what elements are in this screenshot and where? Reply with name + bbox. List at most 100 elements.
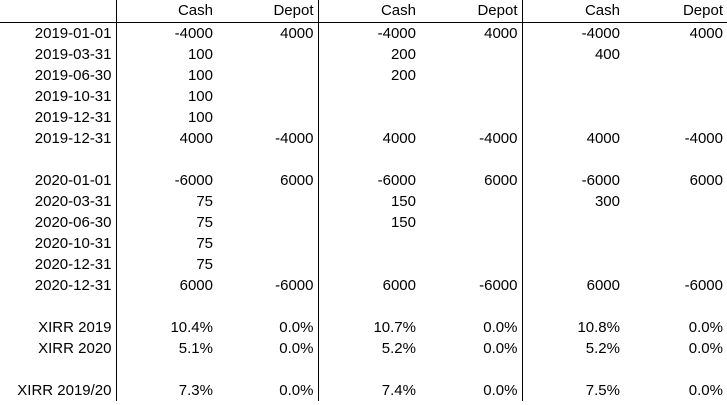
depot-cell[interactable] [624, 212, 727, 233]
header-cell-cash-1[interactable]: Cash [116, 0, 217, 23]
cash-cell[interactable]: 6000 [586, 277, 620, 294]
depot-cell[interactable]: 0.0% [688, 319, 723, 336]
depot-cell[interactable] [217, 191, 319, 212]
row-label-cell[interactable]: 2019-01-01 [0, 22, 117, 44]
depot-cell[interactable] [217, 107, 319, 128]
cash-cell[interactable] [522, 149, 624, 170]
cash-cell[interactable]: 400 [594, 46, 620, 63]
depot-cell[interactable]: 6000 [689, 172, 723, 189]
header-cell-cash-2[interactable]: Cash [318, 0, 420, 23]
header-cell-depot-2[interactable]: Depot [420, 0, 523, 23]
cash-cell[interactable]: 100 [187, 109, 213, 126]
cash-cell[interactable] [116, 296, 217, 317]
cash-cell[interactable]: 4000 [382, 130, 416, 147]
row-label-cell[interactable]: 2020-06-30 [0, 212, 117, 233]
depot-cell[interactable] [624, 359, 727, 380]
cash-cell[interactable]: 5.2% [585, 340, 620, 357]
cash-cell[interactable]: 7.5% [585, 382, 620, 399]
cash-cell[interactable]: -6000 [581, 172, 620, 189]
cash-cell[interactable]: 4000 [179, 130, 213, 147]
cash-cell[interactable]: 5.1% [178, 340, 213, 357]
depot-cell[interactable] [420, 233, 523, 254]
header-cell-corner[interactable] [0, 0, 117, 23]
depot-cell[interactable] [217, 359, 319, 380]
row-label-cell[interactable]: 2019-03-31 [0, 44, 117, 65]
row-label-cell[interactable] [0, 359, 117, 380]
cash-cell[interactable]: 6000 [382, 277, 416, 294]
cash-cell[interactable] [522, 296, 624, 317]
cash-cell[interactable]: 5.2% [381, 340, 416, 357]
depot-cell[interactable]: -6000 [217, 275, 319, 296]
depot-cell[interactable] [217, 233, 319, 254]
depot-cell[interactable]: 0.0% [420, 338, 523, 359]
depot-cell[interactable] [420, 107, 523, 128]
cash-cell[interactable]: 100 [187, 46, 213, 63]
depot-cell[interactable] [624, 65, 727, 86]
row-label-cell[interactable]: 2019-06-30 [0, 65, 117, 86]
cash-cell[interactable]: -4000 [174, 25, 213, 42]
depot-cell[interactable]: 0.0% [688, 340, 723, 357]
depot-cell[interactable] [624, 233, 727, 254]
depot-cell[interactable] [624, 254, 727, 275]
depot-cell[interactable]: 0.0% [217, 380, 319, 401]
cash-cell[interactable]: 75 [196, 256, 213, 273]
depot-cell[interactable]: -6000 [420, 275, 523, 296]
header-cell-depot-3[interactable]: Depot [624, 0, 727, 23]
depot-cell[interactable] [217, 296, 319, 317]
depot-cell[interactable]: -6000 [684, 277, 723, 294]
cash-cell[interactable]: -6000 [377, 172, 416, 189]
depot-cell[interactable]: 0.0% [217, 317, 319, 338]
cash-cell[interactable]: 10.4% [170, 319, 213, 336]
depot-cell[interactable]: 0.0% [420, 380, 523, 401]
row-label-cell[interactable]: 2020-12-31 [0, 254, 117, 275]
depot-cell[interactable] [624, 191, 727, 212]
depot-cell[interactable] [624, 44, 727, 65]
cash-cell[interactable]: 150 [390, 193, 416, 210]
cash-cell[interactable]: 200 [390, 67, 416, 84]
depot-cell[interactable] [420, 359, 523, 380]
cash-cell[interactable]: 75 [196, 214, 213, 231]
cash-cell[interactable]: 100 [187, 67, 213, 84]
row-label-cell[interactable]: XIRR 2019 [0, 317, 117, 338]
row-label-cell[interactable] [0, 296, 117, 317]
cash-cell[interactable] [522, 107, 624, 128]
depot-cell[interactable] [420, 65, 523, 86]
depot-cell[interactable]: -4000 [684, 130, 723, 147]
cash-cell[interactable] [318, 359, 420, 380]
cash-cell[interactable] [116, 149, 217, 170]
depot-cell[interactable] [624, 86, 727, 107]
cash-cell[interactable]: 7.3% [178, 382, 213, 399]
depot-cell[interactable] [420, 296, 523, 317]
cash-cell[interactable]: 75 [196, 235, 213, 252]
depot-cell[interactable] [217, 65, 319, 86]
cash-cell[interactable] [116, 359, 217, 380]
cash-cell[interactable] [318, 233, 420, 254]
depot-cell[interactable] [624, 149, 727, 170]
cash-cell[interactable]: 150 [390, 214, 416, 231]
depot-cell[interactable]: -4000 [217, 128, 319, 149]
cash-cell[interactable]: 6000 [179, 277, 213, 294]
cash-cell[interactable]: 75 [196, 193, 213, 210]
cash-cell[interactable]: 4000 [586, 130, 620, 147]
depot-cell[interactable]: 4000 [420, 22, 523, 44]
cash-cell[interactable] [318, 86, 420, 107]
cash-cell[interactable] [522, 86, 624, 107]
cash-cell[interactable]: 300 [594, 193, 620, 210]
depot-cell[interactable]: 4000 [217, 22, 319, 44]
cash-cell[interactable] [522, 212, 624, 233]
depot-cell[interactable] [217, 149, 319, 170]
cash-cell[interactable] [522, 359, 624, 380]
row-label-cell[interactable]: 2020-12-31 [0, 275, 117, 296]
cash-cell[interactable] [318, 107, 420, 128]
row-label-cell[interactable]: XIRR 2019/20 [0, 380, 117, 401]
row-label-cell[interactable]: XIRR 2020 [0, 338, 117, 359]
depot-cell[interactable] [217, 86, 319, 107]
cash-cell[interactable]: 10.7% [373, 319, 416, 336]
cash-cell[interactable] [318, 254, 420, 275]
header-cell-depot-1[interactable]: Depot [217, 0, 319, 23]
depot-cell[interactable] [420, 212, 523, 233]
depot-cell[interactable]: -4000 [420, 128, 523, 149]
depot-cell[interactable] [420, 44, 523, 65]
cash-cell[interactable]: -4000 [581, 25, 620, 42]
depot-cell[interactable]: 6000 [420, 170, 523, 191]
